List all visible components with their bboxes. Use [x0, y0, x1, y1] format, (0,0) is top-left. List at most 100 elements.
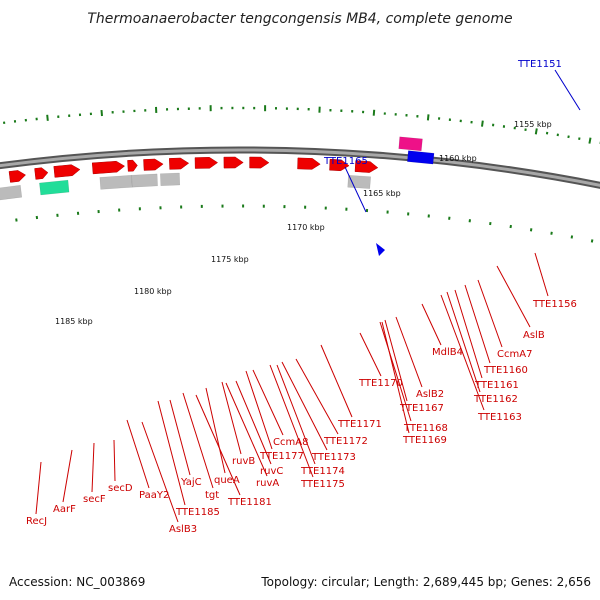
gene-label[interactable]: ruvA [256, 478, 279, 489]
gene-label[interactable]: ruvB [232, 456, 255, 467]
scale-tick [588, 137, 592, 144]
gene-label[interactable]: tgt [205, 490, 219, 501]
leader-line [477, 279, 503, 348]
gene-label[interactable]: TTE1185 [175, 507, 220, 518]
scale-label-1185: 1185 kbp [55, 317, 93, 326]
scale-tick [534, 128, 538, 135]
gene-label[interactable]: secF [83, 494, 106, 505]
gene-arrow [194, 157, 219, 169]
inner-track-tick [550, 231, 553, 235]
leader-line [276, 364, 316, 465]
gene-arrow [329, 158, 350, 172]
leader-line [221, 381, 242, 455]
scale-tick [46, 114, 49, 121]
gene-label[interactable]: TTE1169 [402, 435, 447, 446]
leader-line [126, 419, 150, 489]
gene-label[interactable]: TTE1171 [337, 419, 382, 430]
gene-label[interactable]: TTE1173 [311, 452, 356, 463]
scale-tick [372, 109, 376, 116]
callout-label-tte1151[interactable]: TTE1151 [517, 59, 562, 70]
gene-label[interactable]: AarF [53, 504, 76, 515]
gene-label[interactable]: YajC [180, 477, 202, 488]
leader-line [195, 394, 241, 496]
leader-line [446, 291, 481, 393]
gene-label[interactable]: TTE1170 [358, 378, 403, 389]
gene-arrow [34, 167, 49, 180]
scale-label-1155: 1155 kbp [514, 120, 552, 129]
gene-label[interactable]: AslB3 [169, 524, 197, 535]
genome-backbone [0, 148, 600, 187]
gene-label[interactable]: RecJ [26, 516, 47, 527]
feature-box [131, 173, 158, 188]
gene-label[interactable]: CcmA8 [273, 437, 308, 448]
gene-label[interactable]: AslB2 [416, 389, 444, 400]
callout-label-tte1165[interactable]: TTE1165 [323, 156, 368, 167]
gene-label[interactable]: PaaY2 [139, 490, 169, 501]
gene-arrow [127, 159, 138, 172]
gene-label[interactable]: queA [214, 475, 240, 486]
gene-label[interactable]: TTE1172 [323, 436, 368, 447]
callout-marker-arrow[interactable] [376, 243, 385, 256]
leader-line [496, 265, 531, 328]
scale-label-1170: 1170 kbp [287, 223, 325, 232]
scale-label-1165: 1165 kbp [363, 189, 401, 198]
leader-line [421, 303, 442, 346]
leader-line [320, 344, 353, 418]
leader-line [205, 387, 226, 474]
gene-arrow [249, 156, 270, 169]
gene-label[interactable]: TTE1160 [483, 365, 528, 376]
gene-label[interactable]: TTE1162 [473, 394, 518, 405]
leader-line [141, 421, 179, 523]
leader-line [91, 442, 95, 493]
scale-track [3, 105, 600, 243]
gene-label[interactable]: TTE1174 [300, 466, 345, 477]
gene-label[interactable]: MdlB4 [432, 347, 463, 358]
gene-arrow [143, 158, 164, 171]
gene-label[interactable]: CcmA7 [497, 349, 532, 360]
gene-label[interactable]: AslB [523, 330, 545, 341]
topology-text: Topology: circular; Length: 2,689,445 bp… [260, 575, 591, 589]
leader-line [440, 294, 485, 411]
gene-label[interactable]: ruvC [260, 466, 283, 477]
gene-arrow [53, 164, 81, 178]
leader-line [454, 289, 483, 379]
leader-line [379, 321, 412, 422]
gene-label[interactable]: TTE1168 [403, 423, 448, 434]
scale-label-1160: 1160 kbp [439, 154, 477, 163]
leader-line [62, 449, 73, 503]
inner-track-tick [590, 239, 594, 243]
leader-line [381, 321, 410, 434]
leader-line [157, 400, 186, 506]
gene-label[interactable]: TTE1163 [477, 412, 522, 423]
gene-label[interactable]: secD [108, 483, 133, 494]
gene-label[interactable]: TTE1177 [259, 451, 304, 462]
leader-line [534, 252, 549, 297]
gene-label[interactable]: TTE1161 [474, 380, 519, 391]
leader-line [252, 369, 284, 436]
gene-label[interactable]: TTE1175 [300, 479, 345, 490]
gene-arrow [297, 157, 321, 170]
leader-line [182, 392, 214, 489]
leader-line [225, 382, 268, 477]
inner-track-tick [570, 235, 574, 239]
leader-line [281, 361, 328, 451]
feature-box [160, 172, 181, 186]
gene-arrow [223, 156, 244, 169]
gene-label[interactable]: TTE1181 [227, 497, 272, 508]
callout-tte1165[interactable]: TTE1165 [323, 156, 368, 213]
leader-line [113, 439, 116, 482]
gene-label[interactable]: TTE1156 [532, 299, 577, 310]
leader-line [395, 316, 423, 388]
leader-line [245, 370, 273, 450]
gene-arrow [354, 160, 379, 173]
leader-lines [35, 252, 549, 523]
leader-line [269, 364, 314, 478]
callout-tte1151[interactable]: TTE1151 [517, 59, 581, 111]
callout-line-tte1151 [554, 69, 581, 111]
leader-line [384, 319, 408, 402]
feature-box [407, 150, 435, 165]
gene-label[interactable]: TTE1167 [399, 403, 444, 414]
backbone-track [0, 146, 600, 189]
accession-text: Accession: NC_003869 [9, 575, 145, 589]
